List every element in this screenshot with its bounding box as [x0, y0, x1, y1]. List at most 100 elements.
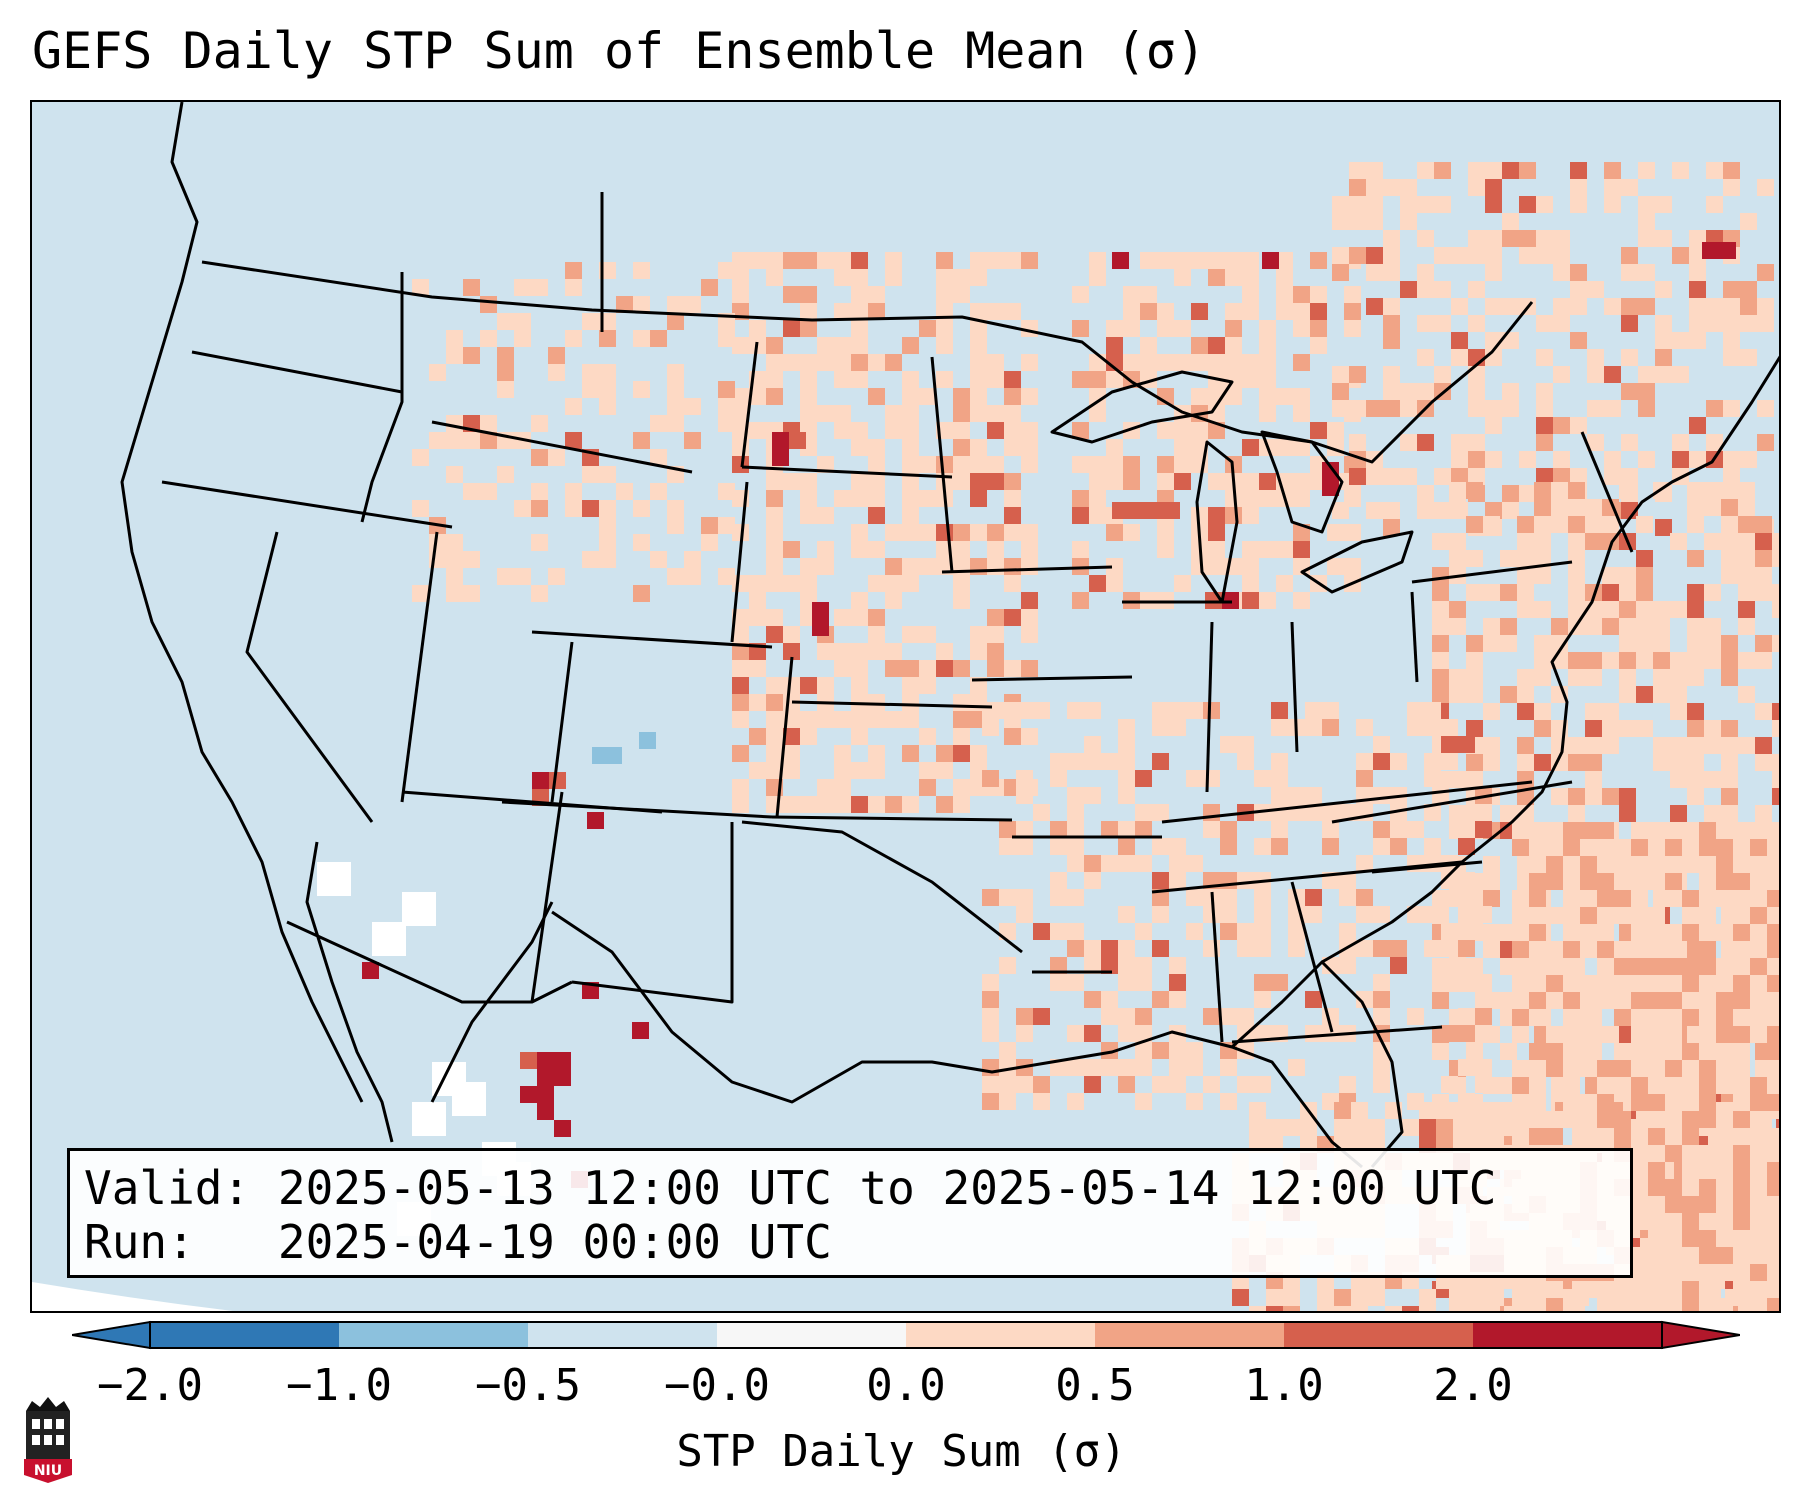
- stp-cell: [1366, 298, 1383, 315]
- stp-cell: [1738, 516, 1755, 533]
- stp-cell: [1682, 1213, 1699, 1230]
- stp-cell: [1157, 422, 1174, 439]
- stp-cell: [1451, 332, 1468, 349]
- stp-cell: [1597, 1026, 1614, 1043]
- stp-cell: [1721, 720, 1738, 737]
- stp-cell: [1699, 958, 1716, 975]
- stp-cell: [1402, 1119, 1419, 1136]
- il-in: [1205, 621, 1214, 793]
- stp-cell: [1536, 383, 1553, 400]
- stp-cell: [1322, 821, 1339, 838]
- stp-cell: [868, 796, 885, 813]
- stp-cell: [1699, 1162, 1716, 1179]
- stp-cell: [1738, 652, 1755, 669]
- stp-cell: [817, 507, 834, 524]
- stp-cell: [1237, 940, 1254, 957]
- stp-cell: [1665, 975, 1682, 992]
- stp-cell: [1740, 298, 1757, 315]
- stp-cell: [1487, 1289, 1504, 1306]
- stp-cell: [1665, 822, 1682, 839]
- stp-cell: [1135, 855, 1152, 872]
- stp-cell: [701, 279, 718, 296]
- stp-cell: [732, 626, 749, 643]
- stp-cell: [1475, 804, 1492, 821]
- stp-cell: [1349, 468, 1366, 485]
- stp-cell: [684, 296, 701, 313]
- stp-cell: [1259, 473, 1276, 490]
- stp-cell: [1140, 303, 1157, 320]
- stp-cell: [599, 330, 616, 347]
- stp-cell: [970, 405, 987, 422]
- stp-cell: [1152, 702, 1169, 719]
- stp-cell: [1648, 907, 1665, 924]
- stp-cell: [1157, 473, 1174, 490]
- co-nm: [501, 800, 773, 819]
- stp-cell: [1242, 439, 1259, 456]
- stp-cell: [633, 585, 650, 602]
- stp-cell: [1767, 1196, 1779, 1213]
- stp-cell: [1373, 991, 1390, 1008]
- stp-hotspot: [362, 962, 379, 979]
- stp-cell: [1580, 1111, 1597, 1128]
- stp-cell: [732, 524, 749, 541]
- stp-cell: [851, 677, 868, 694]
- stp-cell: [987, 422, 1004, 439]
- stp-cell: [650, 551, 667, 568]
- stp-cell: [1563, 1111, 1580, 1128]
- stp-cell: [851, 439, 868, 456]
- stp-cell: [1400, 179, 1417, 196]
- stp-cell: [1106, 371, 1123, 388]
- stp-cell: [936, 660, 953, 677]
- stp-cell: [1568, 669, 1585, 686]
- map-panel[interactable]: [30, 100, 1781, 1313]
- stp-cell: [718, 262, 735, 279]
- stp-cell: [1563, 1077, 1580, 1094]
- stp-cell: [1458, 1008, 1475, 1025]
- stp-cell: [1021, 728, 1038, 745]
- stp-cell: [1767, 1264, 1779, 1281]
- stp-cell: [1546, 822, 1563, 839]
- stp-cell: [885, 660, 902, 677]
- stp-cell: [565, 432, 582, 449]
- stp-cell: [1568, 482, 1585, 499]
- stp-cell: [599, 534, 616, 551]
- stp-cell: [1254, 1076, 1271, 1093]
- stp-cell: [919, 779, 936, 796]
- stp-cell: [1638, 400, 1655, 417]
- stp-cell: [1563, 1026, 1580, 1043]
- stp-cell: [953, 524, 970, 541]
- stp-cell: [1723, 298, 1740, 315]
- stp-cell: [1619, 567, 1636, 584]
- stp-cell: [1451, 349, 1468, 366]
- stp-cell: [633, 432, 650, 449]
- stp-cell: [1682, 1230, 1699, 1247]
- stp-cell: [582, 500, 599, 517]
- stp-cell: [851, 524, 868, 541]
- stp-cell: [1699, 992, 1716, 1009]
- stp-cell: [1419, 1102, 1436, 1119]
- stp-cell: [1529, 958, 1546, 975]
- stp-cell: [1225, 507, 1242, 524]
- stp-cell: [1519, 196, 1536, 213]
- stp-cell: [1373, 736, 1390, 753]
- stp-cell: [667, 296, 684, 313]
- stp-cell: [1665, 1128, 1682, 1145]
- stp-cell: [982, 1059, 999, 1076]
- stp-cell: [1475, 821, 1492, 838]
- stp-cell: [1417, 230, 1434, 247]
- stp-cell: [1631, 1128, 1648, 1145]
- stp-cell: [817, 252, 834, 269]
- colorbar-tick-label: 1.0: [1244, 1360, 1324, 1411]
- stp-cell: [1169, 1076, 1186, 1093]
- stp-cell: [1699, 1060, 1716, 1077]
- stp-cell: [1755, 584, 1772, 601]
- stp-cell: [1458, 906, 1475, 923]
- stp-cell: [1174, 575, 1191, 592]
- stp-cell: [1475, 1059, 1492, 1076]
- stp-cell: [1551, 618, 1568, 635]
- stp-cell: [1500, 618, 1517, 635]
- stp-cell: [732, 388, 749, 405]
- stp-cell: [1344, 286, 1361, 303]
- stp-cell: [1546, 1060, 1563, 1077]
- stp-cell: [1604, 468, 1621, 485]
